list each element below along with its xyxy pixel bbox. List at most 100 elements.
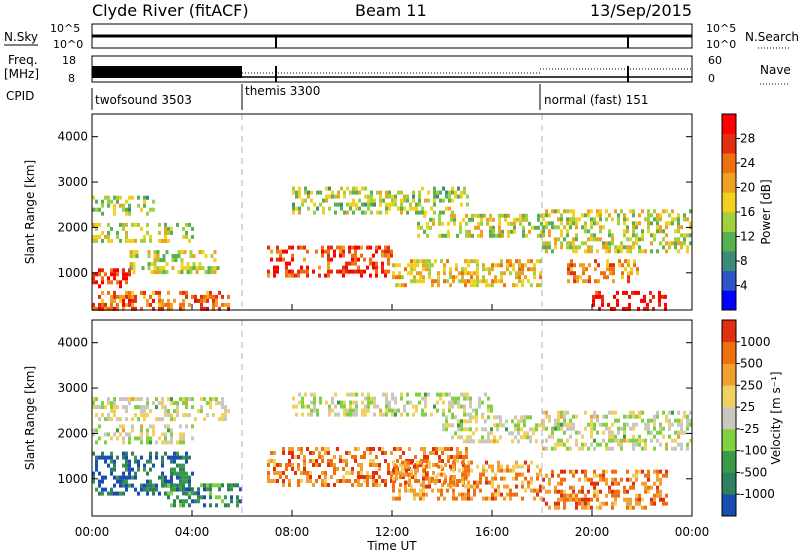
velocity-cell <box>447 447 450 451</box>
velocity-cell <box>360 471 363 475</box>
power-cell <box>357 269 360 274</box>
power-cell <box>537 213 540 218</box>
velocity-cell <box>122 455 125 460</box>
power-cell <box>192 266 196 271</box>
velocity-cell <box>499 423 502 428</box>
velocity-cell <box>391 392 394 397</box>
velocity-cell <box>653 434 656 439</box>
velocity-cell <box>399 455 402 459</box>
nsky-tick-bottom: 10^0 <box>53 38 83 51</box>
power-cell <box>113 272 116 277</box>
velocity-cell <box>496 415 499 420</box>
power-cell <box>95 272 98 277</box>
velocity-cell <box>351 483 354 487</box>
velocity-cell <box>527 480 530 485</box>
velocity-cell <box>361 392 364 397</box>
velocity-cell <box>354 447 357 451</box>
velocity-cell <box>425 464 428 469</box>
velocity-cell <box>448 404 451 409</box>
power-cell <box>548 221 551 226</box>
velocity-cell <box>285 475 288 479</box>
power-cell <box>595 294 598 299</box>
power-cell <box>521 279 524 284</box>
power-cell <box>179 290 182 295</box>
power-colorbar-tick-label: 16 <box>740 205 755 219</box>
velocity-cell <box>560 489 563 494</box>
velocity-cell <box>116 436 119 441</box>
power-cell <box>382 198 385 203</box>
velocity-cell <box>659 430 662 435</box>
velocity-cell <box>466 435 469 440</box>
power-cell <box>665 225 668 230</box>
power-cell <box>519 213 522 218</box>
velocity-cell <box>629 414 632 419</box>
velocity-cell <box>404 460 407 465</box>
velocity-cell <box>602 422 605 427</box>
power-cell <box>599 213 602 218</box>
power-cell <box>192 262 196 267</box>
velocity-cell <box>686 442 689 447</box>
power-cell <box>476 267 479 272</box>
velocity-cell <box>566 422 569 427</box>
velocity-cell <box>394 408 397 413</box>
power-cell <box>298 194 301 199</box>
velocity-cell <box>463 404 466 409</box>
velocity-colorbar-tick-label: 1000 <box>740 335 771 349</box>
power-cell <box>125 199 128 204</box>
power-cell <box>373 198 376 203</box>
power-cell <box>137 203 140 208</box>
power-cell <box>116 199 119 204</box>
power-cell <box>418 194 421 199</box>
velocity-cell <box>443 496 446 501</box>
power-cell <box>346 202 349 207</box>
freq-dense-block <box>92 66 242 78</box>
velocity-cell <box>410 484 413 489</box>
velocity-cell <box>113 413 116 418</box>
power-cell <box>417 233 420 238</box>
velocity-cell <box>650 438 653 443</box>
power-cell <box>510 221 513 226</box>
velocity-cell <box>581 485 584 490</box>
time-tick-label: 20:00 <box>575 525 610 539</box>
velocity-cell <box>590 434 593 439</box>
velocity-cell <box>170 483 173 488</box>
power-cell <box>351 269 354 274</box>
nsky-panel: N.Sky 10^5 10^0 10^5 10^0 N.Search <box>4 22 799 51</box>
power-cell <box>285 269 288 274</box>
power-cell <box>381 253 384 258</box>
power-cell <box>304 198 307 203</box>
power-cell <box>357 265 360 270</box>
velocity-cell <box>297 463 300 467</box>
power-cell <box>638 213 641 218</box>
power-cell <box>608 241 611 246</box>
power-cell <box>392 271 395 276</box>
velocity-cell <box>357 483 360 487</box>
power-cell <box>101 280 104 285</box>
velocity-cell <box>182 471 185 476</box>
velocity-cell <box>527 468 530 473</box>
power-cell <box>513 217 516 222</box>
velocity-cell <box>548 418 551 423</box>
velocity-cell <box>273 459 276 463</box>
velocity-cell <box>497 460 500 465</box>
power-cell <box>361 186 364 191</box>
velocity-cell <box>614 497 617 502</box>
velocity-cell <box>143 413 146 418</box>
power-cell <box>477 213 480 218</box>
velocity-cell <box>182 487 185 492</box>
velocity-cell <box>563 414 566 419</box>
power-cell <box>683 237 686 242</box>
power-cell <box>658 298 661 303</box>
velocity-cell <box>318 451 321 455</box>
power-cell <box>369 245 372 250</box>
velocity-cell <box>176 409 179 414</box>
velocity-cell <box>385 404 388 409</box>
power-cell <box>588 263 591 268</box>
velocity-cell <box>104 417 107 422</box>
velocity-cell <box>137 405 140 410</box>
velocity-cell <box>191 424 194 429</box>
velocity-cell <box>134 436 137 441</box>
velocity-cell <box>467 492 470 497</box>
power-cell <box>516 217 519 222</box>
power-cell <box>321 253 324 258</box>
